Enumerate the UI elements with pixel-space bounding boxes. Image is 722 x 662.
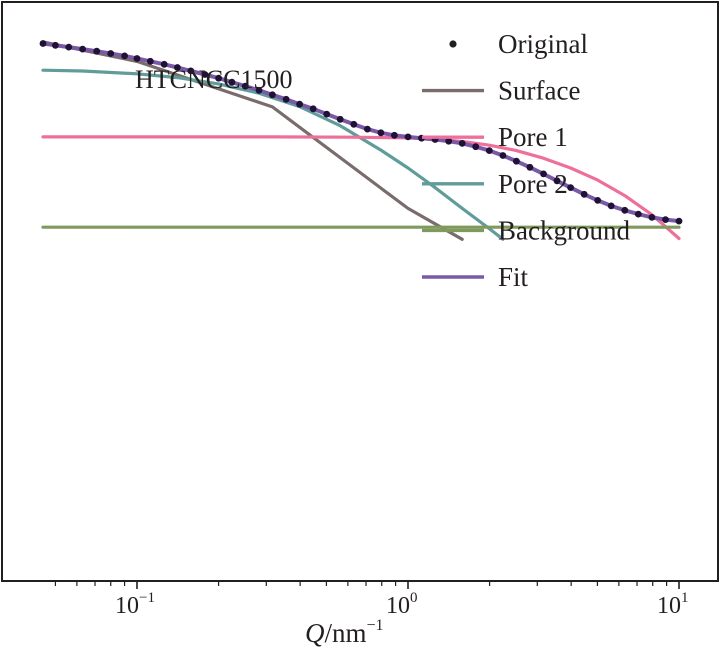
original-data-point <box>526 163 534 171</box>
legend-label: Pore 1 <box>498 122 568 152</box>
original-data-point <box>39 40 47 47</box>
x-axis-label-var: Q <box>305 618 325 648</box>
legend-label: Fit <box>498 262 529 292</box>
series-pore-1-line <box>41 135 681 241</box>
x-tick-label: 10−1 <box>115 590 155 619</box>
original-data-point <box>662 216 669 224</box>
legend-label: Background <box>498 215 630 245</box>
x-axis-label-exp: −1 <box>367 617 384 634</box>
original-data-point <box>336 115 344 123</box>
legend-item-original: Original <box>449 29 588 59</box>
series-layer <box>39 40 683 241</box>
original-data-point <box>107 50 115 57</box>
original-data-point <box>309 105 317 113</box>
original-data-point <box>215 74 223 82</box>
original-data-point <box>675 217 683 225</box>
sample-label: HTCNCC1500 <box>135 65 292 94</box>
original-data-point <box>350 120 358 128</box>
original-data-point <box>634 210 642 218</box>
original-data-point <box>594 197 602 204</box>
original-data-point <box>201 71 209 78</box>
original-data-point <box>472 143 480 151</box>
original-data-point <box>445 137 453 145</box>
x-tick-label: 101 <box>657 590 689 619</box>
original-data-point <box>65 43 73 51</box>
original-data-point <box>241 82 249 90</box>
original-data-point <box>121 52 128 60</box>
legend-label: Original <box>498 29 588 59</box>
original-data-point <box>79 45 86 53</box>
original-data-point <box>364 125 371 133</box>
legend-dot-marker <box>449 40 457 48</box>
original-data-point <box>540 170 547 178</box>
original-data-point <box>187 67 195 75</box>
original-data-point <box>404 133 412 141</box>
x-tick-label: 100 <box>386 590 418 619</box>
legend-label: Pore 2 <box>498 169 568 199</box>
original-data-point <box>621 206 629 214</box>
original-data-point <box>146 57 154 65</box>
original-data-point <box>458 140 466 147</box>
original-data-point <box>52 41 59 49</box>
original-data-point <box>553 177 561 185</box>
original-data-point <box>93 47 101 55</box>
original-data-point <box>174 64 181 71</box>
original-data-point <box>133 55 141 62</box>
original-data-point <box>296 100 303 108</box>
original-data-point <box>323 110 331 118</box>
original-data-point <box>391 131 398 139</box>
original-data-point <box>607 202 615 210</box>
original-data-point <box>485 147 493 155</box>
legend-item-pore-1: Pore 1 <box>422 122 568 152</box>
series-surface-line <box>41 40 464 241</box>
series-pore-2-line <box>41 68 505 241</box>
original-data-point <box>160 60 168 68</box>
legend: Original Surface Pore 1 Pore 2 Background Fit <box>422 29 630 292</box>
original-data-point <box>377 129 385 137</box>
original-data-point <box>513 157 520 165</box>
legend-item-background: Background <box>422 215 630 245</box>
x-axis-label: Q/nm−1 <box>305 617 384 648</box>
original-data-point <box>255 86 263 94</box>
x-tick-layer: 10−1 100 101 <box>54 581 689 619</box>
series-original-points <box>39 40 683 225</box>
legend-item-fit: Fit <box>422 262 529 292</box>
original-data-point <box>580 190 588 198</box>
plot-frame <box>1 1 719 582</box>
original-data-point <box>648 214 656 221</box>
original-data-point <box>228 78 236 86</box>
legend-item-surface: Surface <box>422 76 580 106</box>
legend-item-pore-2: Pore 2 <box>422 169 568 199</box>
x-axis-label-unit: /nm <box>325 618 367 648</box>
legend-label: Surface <box>498 76 580 106</box>
original-data-point <box>567 184 574 192</box>
original-data-point <box>282 95 290 103</box>
original-data-point <box>269 91 276 99</box>
original-data-point <box>499 152 507 159</box>
